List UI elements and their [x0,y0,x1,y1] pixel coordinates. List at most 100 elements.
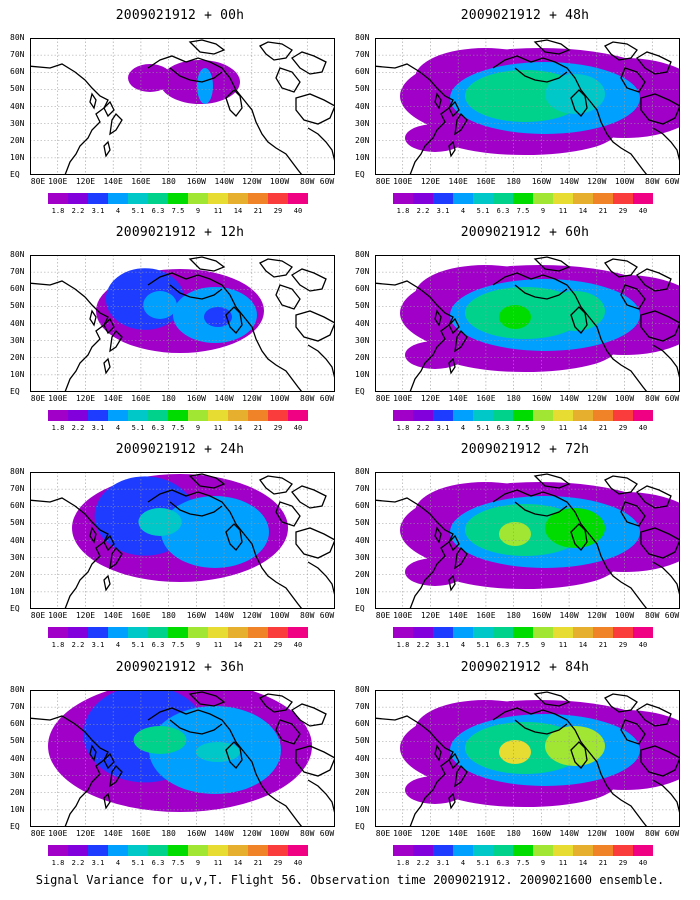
coastline [225,306,243,334]
longitude-tick-label: 120W [242,177,262,186]
colorbar-label: 40 [638,641,648,649]
latitude-tick-label: 20N [355,787,370,797]
colorbar-label: 7.5 [516,859,530,867]
colorbar-label: 3.1 [436,424,450,432]
colorbar-label: 4 [460,641,466,649]
coastline [652,344,680,380]
longitude-tick-label: 180 [161,829,176,838]
map-area [30,38,335,175]
colorbar-label: 21 [253,424,263,432]
colorbar-swatch [168,193,188,204]
colorbar-swatch [228,845,248,856]
colorbar-swatch [393,845,413,856]
map-panel: 2009021912 + 36h 80N 70N 60N 50N 40N 30N 20N 10N… [10,660,350,875]
colorbar-label: 1.8 [396,207,410,215]
latitude-axis: 80N 70N 60N 50N 40N 30N 20N 10N EQ [355,468,375,613]
latitude-tick-label: 60N [10,67,25,77]
colorbar-label: 29 [273,424,283,432]
latitude-tick-label: 40N [355,753,370,763]
colorbar-swatch [453,193,473,204]
colorbar-swatch [48,193,68,204]
colorbar-label: 21 [253,207,263,215]
colorbar-label: 1.8 [51,859,65,867]
colorbar-label: 9 [195,207,201,215]
variance-contour [200,524,236,544]
colorbar-swatch [168,627,188,638]
longitude-tick-label: 120E [75,394,96,403]
coastline [109,764,123,788]
coastline [620,284,646,310]
latitude-tick-label: 40N [10,753,25,763]
panel-title: 2009021912 + 48h [460,8,590,23]
coastline [652,779,680,815]
longitude-tick-label: 140W [559,829,579,838]
map-panel: 2009021912 + 72h 80N 70N 60N 50N 40N 30N 20N 10N… [355,442,695,657]
colorbar-swatch [553,627,573,638]
colorbar-label: 3.1 [436,641,450,649]
coastline [492,272,648,392]
coastline [291,485,327,509]
coastline [514,67,568,83]
colorbar-label: 3.1 [91,859,105,867]
coastline [89,92,97,110]
coastline [448,100,460,118]
coastline [275,501,301,527]
colorbar-swatch [533,627,553,638]
latitude-tick-label: 70N [355,702,370,712]
colorbar-swatch [108,410,128,421]
colorbar-swatch [248,845,268,856]
colorbar-swatch [68,627,88,638]
latitude-tick-label: 20N [10,352,25,362]
coastline [275,284,301,310]
longitude-tick-label: 140E [103,394,123,403]
longitude-tick-label: 100E [48,611,68,620]
colorbar-label: 1.8 [51,207,65,215]
latitude-axis: 80N 70N 60N 50N 40N 30N 20N 10N EQ [10,251,30,396]
longitude-tick-label: 140E [448,829,468,838]
colorbar-swatch [148,410,168,421]
colorbar-swatch [68,845,88,856]
colorbar-label: 29 [618,207,628,215]
latitude-tick-label: 40N [355,535,370,545]
longitude-tick-label: 160W [186,829,206,838]
map-canvas [375,38,680,175]
coastline [434,526,442,544]
longitude-axis: 80E 100E 120E 140E 160E 180 160W 140W 120W 100W 80… [375,177,680,187]
colorbar-label: 29 [273,859,283,867]
colorbar-label: 5.1 [476,641,490,649]
coastline [492,55,648,175]
coastline [103,317,115,335]
longitude-tick-label: 180 [506,177,521,186]
colorbar-label: 7.5 [516,641,530,649]
coastline [225,523,243,551]
longitude-tick-label: 160W [531,177,551,186]
coastline [514,284,568,300]
latitude-tick-label: 30N [10,770,25,780]
latitude-axis: 80N 70N 60N 50N 40N 30N 20N 10N EQ [355,34,375,179]
colorbar-label: 9 [195,641,201,649]
coastline [169,67,223,83]
variance-contour [196,742,240,762]
latitude-tick-label: 10N [355,369,370,379]
coastline [604,41,638,61]
colorbar-label: 4 [460,424,466,432]
colorbar-swatch [228,627,248,638]
latitude-axis: 80N 70N 60N 50N 40N 30N 20N 10N EQ [10,686,30,831]
colorbar-label: 29 [618,424,628,432]
map-panel: 2009021912 + 48h 80N 70N 60N 50N 40N 30N 20N 10N… [355,8,695,223]
latitude-tick-label: 40N [10,101,25,111]
coastline [570,306,588,334]
longitude-tick-label: 80E [375,394,391,403]
longitude-tick-label: 100W [614,611,635,620]
colorbar [48,193,308,204]
coastline [259,475,293,495]
longitude-tick-label: 80W [300,177,315,186]
colorbar-swatch [513,627,533,638]
colorbar-swatch [208,845,228,856]
map-panel: 2009021912 + 24h 80N 70N 60N 50N 40N 30N 20N 10N… [10,442,350,657]
latitude-tick-label: 20N [10,135,25,145]
colorbar-label: 6.3 [151,641,165,649]
colorbar-label: 11 [213,207,223,215]
colorbar-label: 7.5 [171,641,185,649]
colorbar-swatch [393,410,413,421]
